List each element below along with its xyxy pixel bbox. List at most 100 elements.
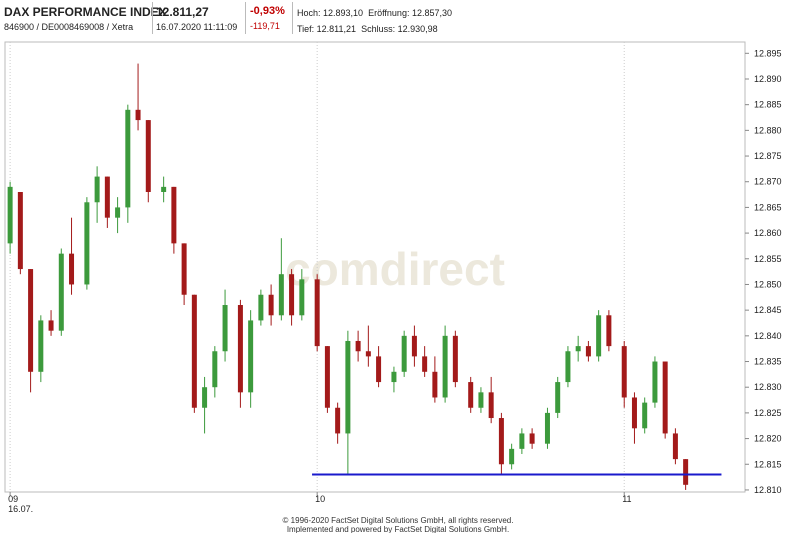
candle-body [135,109,141,121]
candle-body [38,320,44,372]
candle-body [84,202,90,285]
high: Hoch: 12.893,10 [297,8,364,18]
y-tick-label: 12.845 [754,305,782,315]
candle-body [376,356,382,383]
y-tick-label: 12.840 [754,331,782,341]
candle-body [391,371,397,383]
timestamp: 16.07.2020 11:11:09 [156,22,238,32]
candle-body [683,459,689,485]
y-tick-label: 12.870 [754,177,782,187]
x-tick-label: 10 [315,494,325,504]
divider [292,2,293,34]
candle-body [642,402,648,429]
y-tick-label: 12.885 [754,100,782,110]
open: Eröffnung: 12.857,30 [368,8,452,18]
y-tick-label: 12.820 [754,434,782,444]
candle-body [125,109,131,208]
candle-body [191,294,197,408]
watermark: comdirect [285,243,505,295]
candle-body [585,346,591,357]
price: 12.811,27 [156,5,209,19]
candle-body [299,279,305,316]
ids: 846900 / DE0008469008 / Xetra [4,22,134,32]
y-tick-label: 12.825 [754,408,782,418]
x-tick-label: 09 [8,494,18,504]
candle-body [58,253,64,331]
candle-body [544,412,550,444]
candle-body [662,361,668,434]
candle-body [422,356,428,372]
y-tick-label: 12.850 [754,279,782,289]
candle-body [237,305,243,393]
title: DAX PERFORMANCE INDEX [4,5,167,19]
y-tick-label: 12.855 [754,254,782,264]
candle-body [652,361,658,403]
candle-body [324,346,330,408]
y-tick-label: 12.865 [754,202,782,212]
y-tick-label: 12.830 [754,382,782,392]
change-abs: -119,71 [250,21,280,31]
candle-body [268,294,274,316]
y-tick-label: 12.835 [754,357,782,367]
candle-body [335,407,341,434]
candle-body [17,192,23,270]
candle-body [519,433,525,449]
candle-body [498,418,504,465]
y-tick-label: 12.895 [754,48,782,58]
y-tick-label: 12.890 [754,74,782,84]
header-change: -0,93% -119,71 [250,0,285,36]
divider [245,2,246,34]
candle-body [672,433,678,460]
candle-body [171,186,177,244]
candle-body [28,269,34,372]
candle-body [145,120,151,192]
footer-text: Implemented and powered by FactSet Digit… [287,525,509,533]
candle-body [222,305,228,352]
candle-body [94,176,100,203]
candle-body [555,382,561,413]
candle-body [258,294,264,321]
candle-body [289,274,295,316]
plot-frame [4,41,746,493]
y-tick-label: 12.860 [754,228,782,238]
y-tick-label: 12.880 [754,125,782,135]
footer-text: © 1996-2020 FactSet Digital Solutions Gm… [283,516,514,525]
low: Tief: 12.811,21 [297,24,357,34]
candle-body [631,397,637,429]
candle-body [565,351,571,383]
candle-body [432,371,438,398]
candle-body [314,279,320,347]
header-instrument: DAX PERFORMANCE INDEX 846900 / DE0008469… [4,0,167,36]
header-price: 12.811,27 16.07.2020 11:11:09 [156,0,237,36]
header-stats: Hoch: 12.893,10 Eröffnung: 12.857,30 Tie… [297,0,452,36]
candle-body [575,346,581,352]
candle-body [248,320,254,393]
x-date-label: 16.07. [8,504,33,514]
candle-body [202,387,208,408]
candle-body [365,351,371,357]
candle-body [115,207,121,218]
candle-body [488,392,494,419]
candle-body [596,315,602,357]
candle-body [161,186,167,192]
candle-body [442,335,448,398]
candle-body [7,186,13,244]
candle-body [212,351,218,388]
candle-body [509,448,515,465]
candle-body [621,346,627,398]
candle-body [345,340,351,434]
candle-body [401,335,407,372]
x-tick-label: 11 [622,494,631,504]
candle-body [411,335,417,357]
change-pct: -0,93% [250,5,285,17]
candle-body [468,382,474,408]
candle-body [181,243,187,295]
candle-body [104,176,110,218]
candle-body [278,274,284,316]
candle-body [355,340,361,352]
y-tick-label: 12.810 [754,485,782,495]
candle-body [529,433,535,444]
candle-body [452,335,458,383]
